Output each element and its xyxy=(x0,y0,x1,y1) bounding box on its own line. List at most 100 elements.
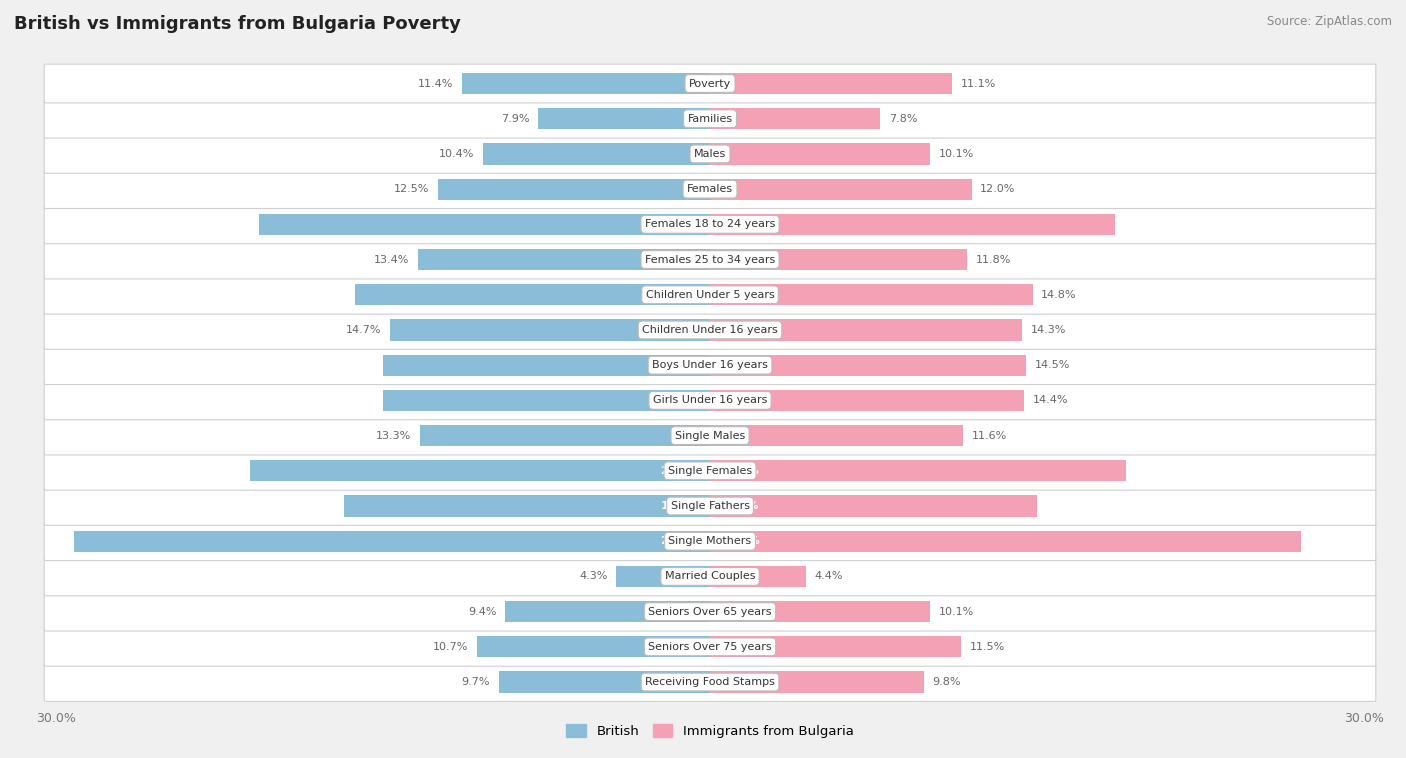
Bar xyxy=(710,284,1032,305)
Text: 18.6%: 18.6% xyxy=(721,219,759,230)
FancyBboxPatch shape xyxy=(44,592,1376,631)
Bar xyxy=(538,108,710,130)
FancyBboxPatch shape xyxy=(44,662,1376,701)
Text: Females: Females xyxy=(688,184,733,194)
FancyBboxPatch shape xyxy=(44,311,1376,349)
Bar xyxy=(461,73,710,94)
Text: British vs Immigrants from Bulgaria Poverty: British vs Immigrants from Bulgaria Pove… xyxy=(14,15,461,33)
Text: 20.7%: 20.7% xyxy=(661,219,699,230)
Text: Receiving Food Stamps: Receiving Food Stamps xyxy=(645,677,775,687)
Bar xyxy=(710,108,880,130)
Bar xyxy=(382,355,710,376)
Bar xyxy=(710,355,1026,376)
FancyBboxPatch shape xyxy=(44,170,1376,208)
Text: 13.3%: 13.3% xyxy=(377,431,412,440)
Text: Females 18 to 24 years: Females 18 to 24 years xyxy=(645,219,775,230)
Bar xyxy=(710,566,806,587)
Legend: British, Immigrants from Bulgaria: British, Immigrants from Bulgaria xyxy=(561,719,859,744)
Text: 7.8%: 7.8% xyxy=(889,114,917,124)
Text: 9.8%: 9.8% xyxy=(932,677,960,687)
Text: 11.8%: 11.8% xyxy=(976,255,1011,265)
Text: Single Fathers: Single Fathers xyxy=(671,501,749,511)
FancyBboxPatch shape xyxy=(44,522,1376,561)
Bar xyxy=(710,214,1115,235)
Text: Source: ZipAtlas.com: Source: ZipAtlas.com xyxy=(1267,15,1392,28)
FancyBboxPatch shape xyxy=(44,628,1376,666)
Text: Seniors Over 65 years: Seniors Over 65 years xyxy=(648,606,772,617)
Bar xyxy=(616,566,710,587)
Text: 9.4%: 9.4% xyxy=(468,606,496,617)
Text: Single Mothers: Single Mothers xyxy=(668,536,752,547)
Bar xyxy=(418,249,710,270)
Text: 11.1%: 11.1% xyxy=(960,79,995,89)
FancyBboxPatch shape xyxy=(44,452,1376,490)
Text: Girls Under 16 years: Girls Under 16 years xyxy=(652,396,768,406)
Text: 12.5%: 12.5% xyxy=(394,184,429,194)
Text: Males: Males xyxy=(695,149,725,159)
Bar xyxy=(73,531,710,552)
Bar xyxy=(710,319,1022,340)
Bar xyxy=(437,179,710,199)
Bar xyxy=(259,214,710,235)
Text: Seniors Over 75 years: Seniors Over 75 years xyxy=(648,642,772,652)
Text: 14.3%: 14.3% xyxy=(1031,325,1066,335)
Text: 16.3%: 16.3% xyxy=(661,290,699,299)
Text: 9.7%: 9.7% xyxy=(461,677,489,687)
FancyBboxPatch shape xyxy=(44,205,1376,244)
Bar xyxy=(354,284,710,305)
Text: Females 25 to 34 years: Females 25 to 34 years xyxy=(645,255,775,265)
Bar xyxy=(250,460,710,481)
Text: 11.6%: 11.6% xyxy=(972,431,1007,440)
Bar xyxy=(344,496,710,517)
Text: 14.4%: 14.4% xyxy=(1032,396,1069,406)
FancyBboxPatch shape xyxy=(44,487,1376,525)
Bar xyxy=(389,319,710,340)
Text: Boys Under 16 years: Boys Under 16 years xyxy=(652,360,768,370)
FancyBboxPatch shape xyxy=(44,275,1376,314)
Bar xyxy=(710,496,1038,517)
Text: Single Females: Single Females xyxy=(668,466,752,476)
Text: Poverty: Poverty xyxy=(689,79,731,89)
Text: 10.4%: 10.4% xyxy=(439,149,475,159)
Text: 21.1%: 21.1% xyxy=(661,466,699,476)
Text: 14.5%: 14.5% xyxy=(1035,360,1070,370)
Bar xyxy=(710,531,1301,552)
FancyBboxPatch shape xyxy=(44,346,1376,384)
FancyBboxPatch shape xyxy=(44,557,1376,596)
Text: 4.3%: 4.3% xyxy=(579,572,607,581)
Text: 19.1%: 19.1% xyxy=(721,466,759,476)
Bar xyxy=(710,425,963,446)
Text: 27.1%: 27.1% xyxy=(721,536,759,547)
FancyBboxPatch shape xyxy=(44,240,1376,279)
Bar xyxy=(499,672,710,693)
Text: Children Under 16 years: Children Under 16 years xyxy=(643,325,778,335)
Text: Single Males: Single Males xyxy=(675,431,745,440)
FancyBboxPatch shape xyxy=(44,99,1376,138)
Bar xyxy=(477,636,710,657)
Text: 15.0%: 15.0% xyxy=(661,360,699,370)
Text: 14.7%: 14.7% xyxy=(346,325,381,335)
Bar xyxy=(420,425,710,446)
Text: 10.1%: 10.1% xyxy=(939,606,974,617)
FancyBboxPatch shape xyxy=(44,381,1376,420)
Text: 29.2%: 29.2% xyxy=(661,536,699,547)
Text: 14.8%: 14.8% xyxy=(1042,290,1077,299)
Bar xyxy=(710,249,967,270)
Text: 15.0%: 15.0% xyxy=(661,396,699,406)
Bar xyxy=(710,179,972,199)
Bar xyxy=(710,672,924,693)
Bar xyxy=(710,636,960,657)
Text: Married Couples: Married Couples xyxy=(665,572,755,581)
FancyBboxPatch shape xyxy=(44,64,1376,103)
Bar xyxy=(484,143,710,164)
Text: 11.4%: 11.4% xyxy=(418,79,453,89)
Text: Children Under 5 years: Children Under 5 years xyxy=(645,290,775,299)
FancyBboxPatch shape xyxy=(44,416,1376,455)
Bar xyxy=(505,601,710,622)
Text: 15.0%: 15.0% xyxy=(721,501,759,511)
Text: 13.4%: 13.4% xyxy=(374,255,409,265)
Text: 12.0%: 12.0% xyxy=(980,184,1015,194)
Bar xyxy=(710,390,1024,411)
Text: 4.4%: 4.4% xyxy=(814,572,844,581)
Text: 11.5%: 11.5% xyxy=(969,642,1005,652)
